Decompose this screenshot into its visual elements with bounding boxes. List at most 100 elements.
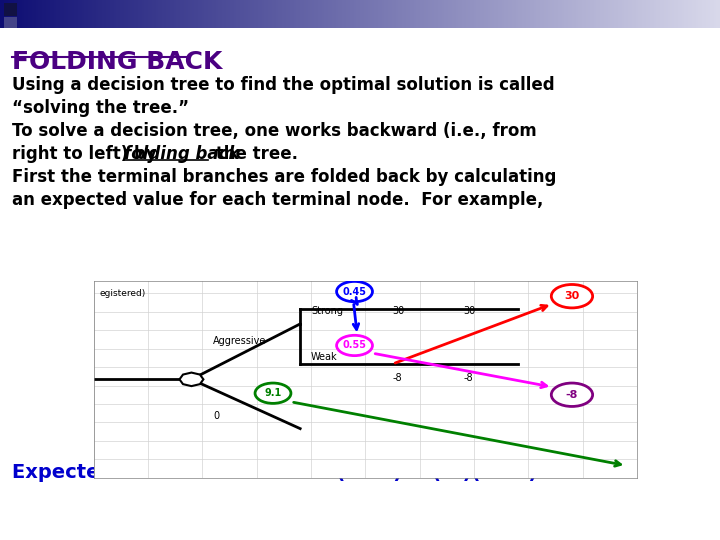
Bar [448, 0, 451, 28]
Bar [462, 0, 464, 28]
Bar [508, 0, 510, 28]
Bar [242, 0, 245, 28]
Bar [0, 0, 2, 28]
Bar [322, 0, 325, 28]
Bar [364, 0, 366, 28]
Bar [196, 0, 199, 28]
Bar [14, 0, 17, 28]
Bar [434, 0, 436, 28]
Bar [4, 0, 6, 28]
Bar [186, 0, 189, 28]
Bar [342, 0, 344, 28]
Bar [112, 0, 114, 28]
Bar [278, 0, 281, 28]
Bar [312, 0, 315, 28]
Bar [352, 0, 354, 28]
Bar [444, 0, 446, 28]
Bar [240, 0, 243, 28]
Bar [658, 0, 660, 28]
Bar [338, 0, 341, 28]
Bar [190, 0, 192, 28]
Bar [20, 0, 22, 28]
Bar [60, 0, 63, 28]
Bar [114, 0, 117, 28]
Bar [584, 0, 587, 28]
Bar [642, 0, 644, 28]
Bar [628, 0, 631, 28]
Bar [556, 0, 559, 28]
Bar [238, 0, 240, 28]
Bar [76, 0, 78, 28]
Bar [164, 0, 166, 28]
Bar [608, 0, 611, 28]
Text: To solve a decision tree, one works backward (i.e., from: To solve a decision tree, one works back… [12, 122, 536, 140]
Bar [534, 0, 536, 28]
Bar [640, 0, 642, 28]
Bar [376, 0, 379, 28]
Bar [6, 0, 9, 28]
Bar [90, 0, 92, 28]
Bar [418, 0, 420, 28]
Bar [452, 0, 454, 28]
Bar [166, 0, 168, 28]
Bar [380, 0, 382, 28]
Bar [80, 0, 83, 28]
Bar [52, 0, 55, 28]
Bar [54, 0, 56, 28]
Text: Expected terminal value = 30(0.45) + (-8)(0.55) = 9.10: Expected terminal value = 30(0.45) + (-8… [12, 463, 615, 482]
Bar [70, 0, 73, 28]
Bar [670, 0, 672, 28]
Bar [388, 0, 390, 28]
Bar [522, 0, 524, 28]
Bar [204, 0, 207, 28]
Bar [428, 0, 431, 28]
Bar [348, 0, 351, 28]
Text: -8: -8 [392, 373, 402, 383]
Bar [266, 0, 269, 28]
Bar [378, 0, 380, 28]
Bar [632, 0, 634, 28]
Bar [630, 0, 632, 28]
Bar [62, 0, 65, 28]
Bar [212, 0, 215, 28]
Bar [524, 0, 526, 28]
Bar [696, 0, 698, 28]
Bar [626, 0, 629, 28]
Bar [530, 0, 533, 28]
Text: First the terminal branches are folded back by calculating: First the terminal branches are folded b… [12, 168, 557, 186]
Bar [286, 0, 289, 28]
Bar [602, 0, 605, 28]
Bar [408, 0, 410, 28]
Bar [684, 0, 686, 28]
Bar [560, 0, 562, 28]
Bar [148, 0, 150, 28]
Bar [382, 0, 384, 28]
Bar [248, 0, 251, 28]
Bar [268, 0, 271, 28]
Bar [304, 0, 307, 28]
Bar [644, 0, 647, 28]
Text: FOLDING BACK: FOLDING BACK [12, 50, 222, 74]
Bar [314, 0, 317, 28]
Bar [140, 0, 143, 28]
Bar [88, 0, 91, 28]
Bar [598, 0, 600, 28]
Bar [370, 0, 372, 28]
Bar [354, 0, 356, 28]
Bar [38, 0, 40, 28]
Text: 30: 30 [564, 291, 580, 301]
Bar [702, 0, 704, 28]
Bar [612, 0, 614, 28]
Bar [332, 0, 335, 28]
Bar [210, 0, 212, 28]
Bar [494, 0, 497, 28]
Bar [568, 0, 570, 28]
Bar [224, 0, 227, 28]
Bar [72, 0, 74, 28]
Bar [358, 0, 361, 28]
Bar [586, 0, 588, 28]
Bar [336, 0, 338, 28]
Bar [442, 0, 444, 28]
Bar [562, 0, 564, 28]
Bar [28, 0, 30, 28]
